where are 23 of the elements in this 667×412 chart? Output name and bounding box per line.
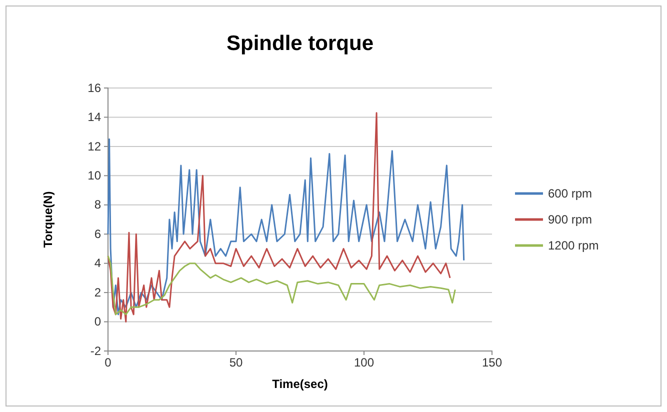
y-tick-label: 12 (88, 139, 102, 154)
line-series (107, 255, 456, 316)
line-series (107, 138, 465, 316)
y-tick-label: 4 (94, 256, 102, 270)
legend-label: 900 rpm (548, 212, 592, 226)
y-tick-label: 6 (94, 226, 102, 241)
chart-title: Spindle torque (226, 32, 374, 55)
y-tick-label: 10 (88, 168, 102, 183)
y-tick-label: 2 (94, 285, 102, 300)
legend-label: 1200 rpm (548, 238, 599, 252)
legend-label: 600 rpm (548, 186, 592, 200)
x-tick-label: 50 (229, 356, 243, 370)
y-tick-label: 16 (88, 80, 102, 95)
y-tick-label: 14 (88, 110, 102, 124)
x-tick-label: 150 (482, 356, 502, 370)
x-tick-label: 100 (354, 356, 374, 370)
y-tick-label: -2 (90, 344, 102, 358)
y-tick-label: 0 (94, 314, 102, 329)
x-tick-label: 0 (104, 356, 112, 370)
y-tick-label: 8 (94, 198, 102, 212)
x-axis-title: Time(sec) (272, 377, 328, 391)
y-axis-title: Torque(N) (41, 191, 55, 248)
line-series (107, 112, 451, 323)
